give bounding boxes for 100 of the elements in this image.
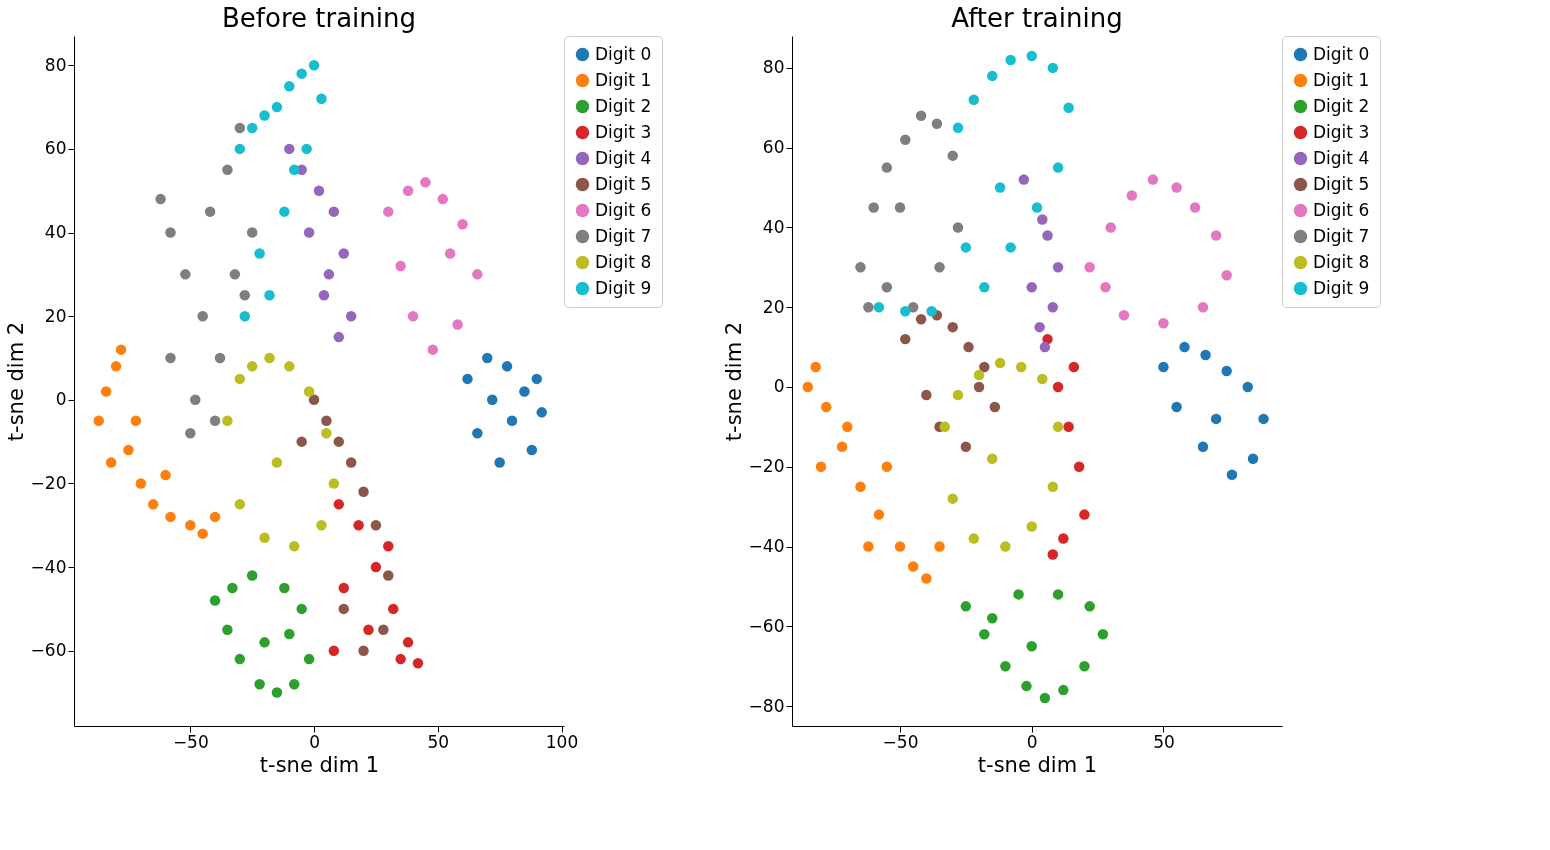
point bbox=[165, 227, 176, 238]
point bbox=[222, 415, 233, 426]
legend-label: Digit 6 bbox=[595, 199, 652, 220]
point bbox=[1158, 361, 1169, 373]
point bbox=[246, 227, 258, 238]
point bbox=[395, 653, 406, 665]
point bbox=[979, 629, 990, 640]
point bbox=[338, 582, 349, 594]
point bbox=[321, 428, 332, 439]
point bbox=[289, 678, 300, 690]
point bbox=[810, 361, 821, 373]
y-tick-label: −40 bbox=[30, 556, 67, 577]
point bbox=[1105, 222, 1117, 233]
point bbox=[1242, 381, 1253, 393]
point bbox=[915, 313, 927, 325]
point bbox=[802, 381, 814, 393]
point bbox=[222, 624, 233, 636]
y-tick-label: −80 bbox=[748, 695, 785, 716]
point bbox=[1226, 469, 1238, 480]
point bbox=[370, 520, 382, 531]
point bbox=[1097, 629, 1109, 640]
point bbox=[185, 520, 196, 531]
point bbox=[1197, 301, 1209, 313]
legend-label: Digit 8 bbox=[595, 251, 652, 272]
point bbox=[947, 493, 958, 504]
point bbox=[1210, 413, 1222, 425]
point bbox=[279, 582, 290, 594]
point bbox=[815, 461, 827, 472]
point bbox=[246, 570, 258, 581]
point bbox=[155, 193, 166, 205]
point bbox=[1026, 282, 1037, 293]
point bbox=[444, 248, 456, 259]
point bbox=[318, 290, 330, 301]
point bbox=[1039, 341, 1051, 353]
point bbox=[472, 428, 483, 439]
point bbox=[1068, 361, 1080, 373]
point bbox=[284, 628, 295, 640]
point bbox=[323, 269, 335, 280]
point bbox=[1052, 421, 1064, 433]
point bbox=[1021, 680, 1032, 692]
point bbox=[407, 310, 419, 322]
point bbox=[1171, 401, 1182, 413]
point bbox=[1052, 381, 1064, 393]
point bbox=[1258, 413, 1269, 425]
point bbox=[1221, 270, 1232, 281]
point bbox=[952, 389, 964, 401]
point bbox=[296, 68, 307, 79]
point bbox=[1047, 62, 1059, 74]
point bbox=[934, 541, 945, 552]
point bbox=[907, 301, 919, 313]
point bbox=[1118, 309, 1130, 321]
y-tick-label: −60 bbox=[30, 640, 67, 661]
point bbox=[308, 60, 320, 71]
point bbox=[1026, 50, 1037, 62]
point bbox=[313, 185, 325, 196]
point bbox=[1031, 202, 1043, 213]
y-tick-label: −60 bbox=[748, 615, 785, 636]
point bbox=[229, 269, 241, 280]
point bbox=[259, 637, 270, 648]
point bbox=[246, 122, 258, 134]
point bbox=[531, 373, 543, 385]
y-tick-label: 60 bbox=[762, 137, 785, 158]
y-tick-label: 40 bbox=[44, 222, 67, 243]
point bbox=[1158, 317, 1169, 329]
point bbox=[254, 678, 265, 690]
y-tick-label: 20 bbox=[44, 305, 67, 326]
point bbox=[204, 206, 216, 217]
point bbox=[209, 415, 221, 426]
legend-label: Digit 1 bbox=[595, 69, 652, 90]
point bbox=[420, 177, 431, 188]
x-tick-label: 100 bbox=[545, 731, 579, 752]
point bbox=[296, 436, 307, 447]
point bbox=[1047, 549, 1059, 560]
point bbox=[526, 444, 538, 456]
point bbox=[855, 481, 866, 492]
point bbox=[1247, 453, 1259, 465]
legend-label: Digit 4 bbox=[595, 147, 652, 168]
point bbox=[254, 248, 265, 259]
point bbox=[1037, 373, 1048, 385]
point bbox=[383, 206, 394, 217]
point bbox=[234, 653, 246, 665]
x-tick-label: 0 bbox=[1026, 731, 1038, 752]
point bbox=[1005, 54, 1016, 66]
point bbox=[353, 520, 364, 531]
point bbox=[855, 262, 866, 273]
legend-label: Digit 5 bbox=[595, 173, 652, 194]
point bbox=[301, 143, 312, 155]
point bbox=[926, 305, 937, 317]
point bbox=[284, 361, 295, 372]
point bbox=[333, 499, 345, 510]
point bbox=[1047, 301, 1059, 313]
point bbox=[1037, 214, 1048, 225]
point bbox=[979, 361, 990, 373]
point bbox=[358, 645, 369, 656]
point bbox=[105, 457, 117, 468]
point bbox=[881, 461, 893, 472]
y-tick-label: 20 bbox=[762, 296, 785, 317]
point bbox=[284, 143, 295, 155]
point bbox=[873, 509, 885, 520]
point bbox=[284, 80, 295, 92]
